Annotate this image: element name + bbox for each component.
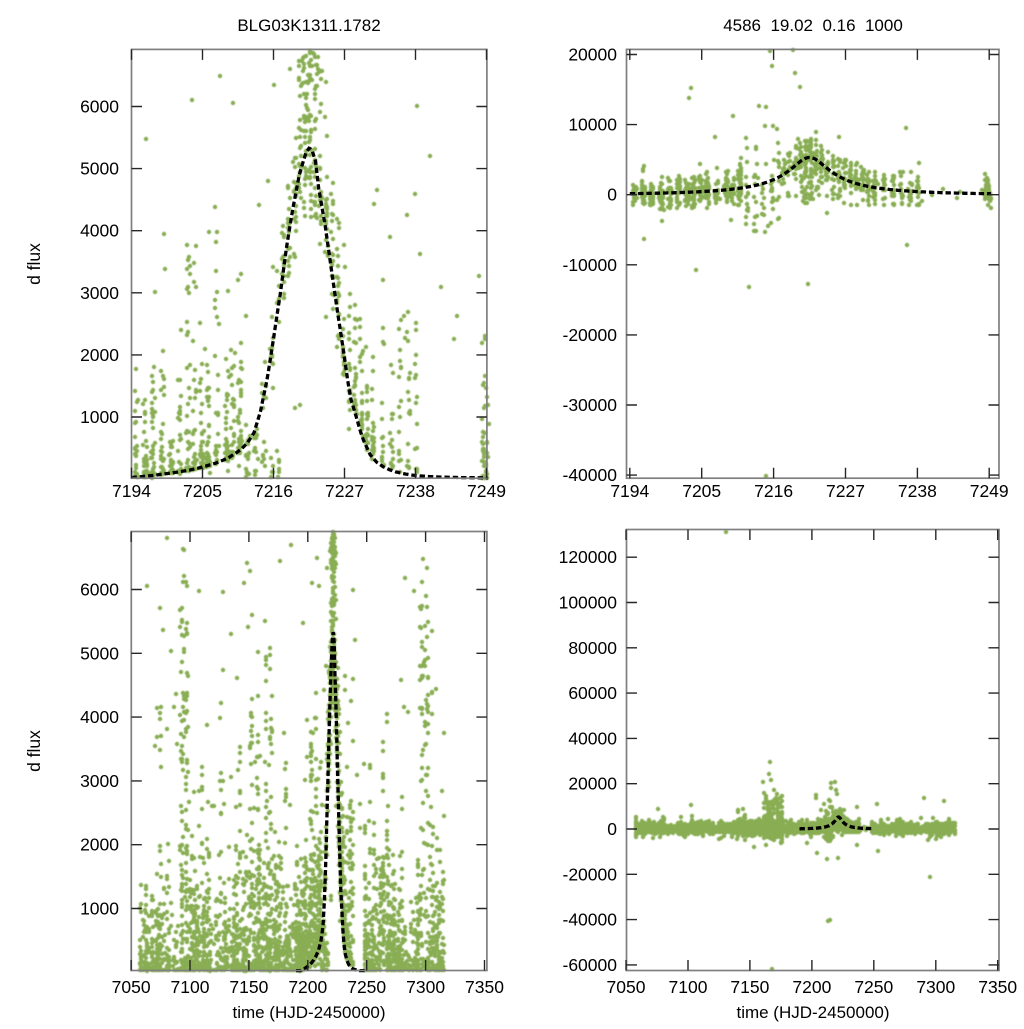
- svg-text:4000: 4000: [80, 707, 119, 727]
- svg-text:7205: 7205: [183, 481, 222, 501]
- svg-text:7227: 7227: [826, 481, 865, 501]
- svg-text:7238: 7238: [396, 481, 435, 501]
- svg-text:7300: 7300: [406, 977, 445, 997]
- svg-text:-20000: -20000: [563, 325, 618, 345]
- svg-text:time (HJD-2450000): time (HJD-2450000): [232, 1003, 385, 1022]
- svg-text:7150: 7150: [730, 977, 769, 997]
- svg-text:3000: 3000: [80, 283, 119, 303]
- svg-text:7200: 7200: [792, 977, 831, 997]
- svg-text:5000: 5000: [80, 643, 119, 663]
- svg-text:7194: 7194: [610, 481, 649, 501]
- svg-text:7350: 7350: [978, 977, 1017, 997]
- svg-text:-10000: -10000: [563, 255, 618, 275]
- svg-text:20000: 20000: [568, 45, 617, 65]
- svg-text:7200: 7200: [288, 977, 327, 997]
- svg-text:100000: 100000: [559, 593, 618, 613]
- svg-text:time (HJD-2450000): time (HJD-2450000): [736, 1003, 889, 1022]
- svg-text:4000: 4000: [80, 221, 119, 241]
- svg-text:7249: 7249: [467, 481, 506, 501]
- svg-text:7100: 7100: [669, 977, 708, 997]
- svg-text:7194: 7194: [112, 481, 151, 501]
- svg-text:5000: 5000: [80, 159, 119, 179]
- svg-text:7050: 7050: [112, 977, 151, 997]
- svg-text:7150: 7150: [229, 977, 268, 997]
- svg-text:6000: 6000: [80, 97, 119, 117]
- svg-text:6000: 6000: [80, 580, 119, 600]
- svg-text:7050: 7050: [607, 977, 646, 997]
- svg-text:7350: 7350: [465, 977, 504, 997]
- svg-text:4586 19.02 0.16 1000: 4586 19.02 0.16 1000: [723, 16, 903, 35]
- svg-text:7250: 7250: [854, 977, 893, 997]
- svg-text:40000: 40000: [568, 728, 617, 748]
- svg-text:-40000: -40000: [563, 910, 618, 930]
- svg-text:BLG03K1311.1782: BLG03K1311.1782: [237, 16, 380, 35]
- svg-text:0: 0: [607, 819, 617, 839]
- svg-text:d flux: d flux: [24, 730, 44, 772]
- svg-text:10000: 10000: [568, 115, 617, 135]
- svg-text:d flux: d flux: [24, 243, 44, 285]
- svg-text:7227: 7227: [325, 481, 364, 501]
- svg-text:7250: 7250: [347, 977, 386, 997]
- svg-text:-60000: -60000: [563, 955, 618, 975]
- svg-text:7205: 7205: [682, 481, 721, 501]
- svg-text:1000: 1000: [80, 899, 119, 919]
- svg-text:7216: 7216: [754, 481, 793, 501]
- svg-text:20000: 20000: [568, 774, 617, 794]
- svg-text:60000: 60000: [568, 683, 617, 703]
- svg-text:-30000: -30000: [563, 395, 618, 415]
- svg-text:7238: 7238: [898, 481, 937, 501]
- svg-text:7216: 7216: [254, 481, 293, 501]
- svg-text:7300: 7300: [916, 977, 955, 997]
- svg-text:3000: 3000: [80, 771, 119, 791]
- svg-text:7249: 7249: [970, 481, 1009, 501]
- svg-text:1000: 1000: [80, 407, 119, 427]
- svg-text:-40000: -40000: [563, 465, 618, 485]
- svg-text:80000: 80000: [568, 638, 617, 658]
- svg-text:-20000: -20000: [563, 864, 618, 884]
- svg-text:0: 0: [607, 185, 617, 205]
- svg-text:7100: 7100: [171, 977, 210, 997]
- svg-text:2000: 2000: [80, 835, 119, 855]
- svg-text:120000: 120000: [559, 547, 618, 567]
- svg-text:2000: 2000: [80, 345, 119, 365]
